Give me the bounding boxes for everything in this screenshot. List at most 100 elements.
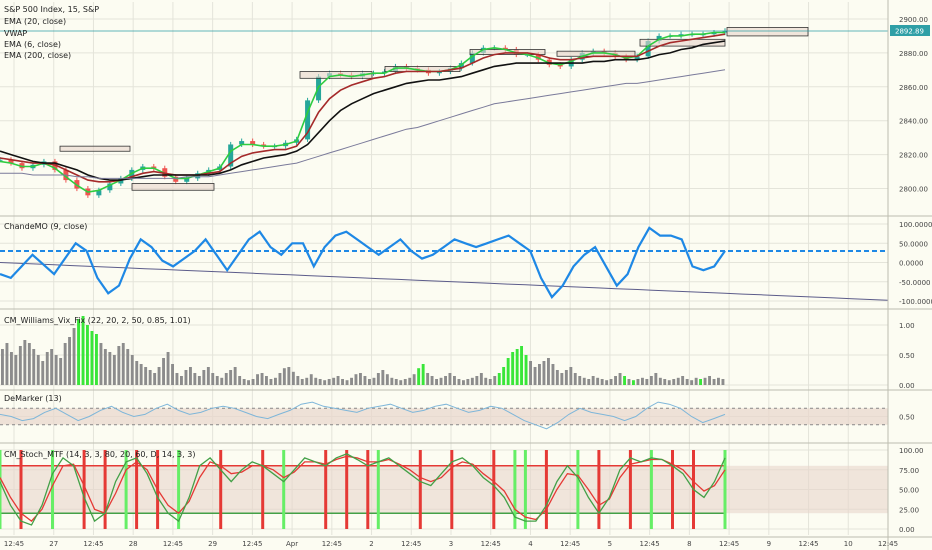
vix-bar xyxy=(381,370,385,385)
vix-bar xyxy=(506,358,510,385)
vix-bar xyxy=(627,379,631,385)
vix-bar xyxy=(341,379,344,385)
stoch-tick-label: 75.00 xyxy=(899,467,919,475)
vix-bar xyxy=(180,376,183,385)
vix-bar xyxy=(721,379,725,385)
candle-body xyxy=(722,30,728,33)
demarker-panel[interactable] xyxy=(0,401,888,430)
vix-bar xyxy=(502,367,506,385)
price-panel[interactable] xyxy=(0,27,888,198)
candle-body xyxy=(261,144,267,147)
vix-bar xyxy=(233,367,237,385)
time-tick-label: 4 xyxy=(528,540,533,548)
time-tick-label: 9 xyxy=(767,540,771,548)
vix-bar xyxy=(623,376,626,385)
vix-bar xyxy=(394,379,398,385)
demarker-tick-label: 0.50 xyxy=(899,414,915,422)
vix-bar xyxy=(41,361,45,385)
candle-body xyxy=(8,159,14,164)
vix-bar xyxy=(614,376,617,385)
vix-bar xyxy=(421,364,425,385)
vix-bar xyxy=(699,379,702,385)
chandemo-panel[interactable] xyxy=(0,226,889,301)
candle-body xyxy=(469,52,475,64)
vix-bar xyxy=(690,380,694,385)
vix-bar xyxy=(618,373,622,385)
vix-bar xyxy=(291,371,295,385)
vix-bar xyxy=(95,334,98,385)
vix-bar xyxy=(309,374,313,385)
vix-bar xyxy=(368,379,371,385)
vix-bar xyxy=(685,379,689,385)
time-tick-label: 5 xyxy=(608,540,612,548)
time-tick-label: 12:45 xyxy=(242,540,262,548)
price-tick-label: 2820.00 xyxy=(899,152,928,160)
vix-bar xyxy=(99,343,103,385)
consolidation-zone[interactable] xyxy=(726,27,809,37)
vix-bar xyxy=(139,364,143,385)
stoch-mtf-panel[interactable] xyxy=(0,450,888,529)
vix-bar xyxy=(538,364,541,385)
price-axis[interactable]: 2800.00 2820.00 2840.00 2860.00 2880.00 2900.… xyxy=(899,16,932,534)
price-tick-label: 2880.00 xyxy=(899,50,928,58)
vix-panel-label: CM_Williams_Vix_Fix (22, 20, 2, 50, 0.85… xyxy=(4,316,191,325)
demarker-panel-label: DeMarker (13) xyxy=(4,394,62,403)
vix-bar xyxy=(220,377,224,385)
vwap-line xyxy=(0,40,726,181)
candle-body xyxy=(173,176,179,182)
vix-bar xyxy=(596,377,600,385)
vix-bar xyxy=(112,355,116,385)
vix-bar xyxy=(14,355,18,385)
time-tick-label: 3 xyxy=(449,540,453,548)
time-tick-label: 12:45 xyxy=(878,540,898,548)
vix-bar xyxy=(645,379,649,385)
candle-body xyxy=(305,100,311,140)
vix-bar xyxy=(605,380,609,385)
vix-bar xyxy=(193,373,197,385)
vix-bar xyxy=(708,376,711,385)
vix-bar xyxy=(717,377,720,385)
stoch-tick-label: 0.00 xyxy=(899,526,915,534)
vix-bar xyxy=(359,373,362,385)
vix-bar xyxy=(256,374,259,385)
vix-bar xyxy=(350,377,353,385)
last-price-value: 2892.89 xyxy=(895,28,924,36)
candle-body xyxy=(645,41,651,57)
stoch-signal-bar-red xyxy=(19,450,23,529)
time-tick-label: 29 xyxy=(208,540,217,548)
consolidation-zone[interactable] xyxy=(59,145,131,152)
vix-bar xyxy=(171,364,174,385)
vix-bar xyxy=(206,367,210,385)
vix-bar xyxy=(251,379,255,385)
stoch-tick-label: 100.00 xyxy=(899,447,924,455)
vix-bar xyxy=(466,379,470,385)
vix-bar xyxy=(511,352,515,385)
vix-fix-panel[interactable] xyxy=(1,316,725,385)
candle-body xyxy=(239,141,245,145)
vix-bar xyxy=(399,380,403,385)
candle-body xyxy=(0,159,3,161)
time-tick-label: 12:45 xyxy=(719,540,739,548)
candle-body xyxy=(96,190,102,196)
stoch-signal-bar-red xyxy=(597,450,601,529)
vix-bar xyxy=(265,376,268,385)
consolidation-zone[interactable] xyxy=(639,38,726,47)
vix-bar xyxy=(462,380,465,385)
legend-vwap: VWAP xyxy=(4,29,27,38)
vix-bar xyxy=(641,377,644,385)
consolidation-zone[interactable] xyxy=(131,183,215,191)
vix-bar xyxy=(484,377,488,385)
time-axis[interactable]: 12:45 27 12:45 28 12:45 29 12:45 Apr 12:45 2 12:45… xyxy=(4,540,898,548)
cmo-tick-label: 100.0000 xyxy=(899,221,932,229)
vix-bar xyxy=(547,358,550,385)
vix-bar xyxy=(703,377,707,385)
vix-bar xyxy=(224,373,228,385)
stoch-signal-bar-red xyxy=(135,450,139,529)
vix-bar xyxy=(32,349,36,385)
cmo-trendline xyxy=(0,262,889,301)
vix-bar xyxy=(318,379,322,385)
vix-bar xyxy=(569,367,573,385)
